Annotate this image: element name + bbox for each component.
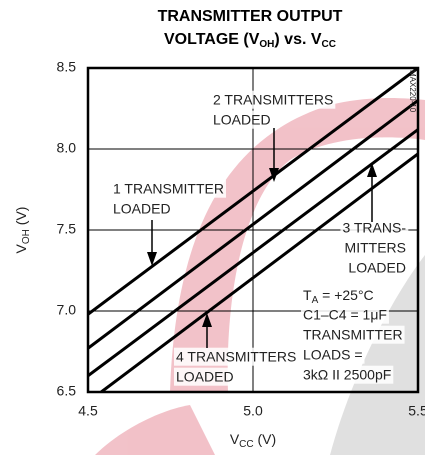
label-backing	[346, 258, 408, 277]
annotations	[111, 90, 409, 386]
subscript: OH	[21, 229, 32, 244]
text-part: = +25°C	[318, 287, 373, 303]
annotation: 3kΩ II 2500pF	[303, 367, 391, 383]
label-backing	[174, 347, 299, 366]
label-backing	[211, 90, 336, 109]
chart-title: TRANSMITTER OUTPUT	[158, 8, 343, 25]
annotation: TRANSMITTER	[303, 327, 403, 343]
text-part: V	[13, 243, 29, 253]
data-line	[88, 99, 418, 350]
x-tick-label: 5.0	[243, 403, 263, 419]
label-backing	[301, 325, 405, 344]
annotation: LOADED	[348, 260, 406, 276]
x-tick-label: 4.5	[78, 403, 98, 419]
text-part: T	[303, 287, 312, 303]
label-backing	[211, 110, 273, 129]
subscript: OH	[259, 39, 274, 50]
label-backing	[340, 218, 409, 237]
y-axis-label: VOH (V)	[13, 207, 32, 254]
annotation: 1 TRANSMITTER	[113, 181, 224, 197]
annotation: 4 TRANSMITTERS	[176, 349, 296, 365]
data-line	[100, 152, 418, 392]
text-part: VOLTAGE (V	[164, 31, 260, 48]
watermark	[95, 97, 425, 455]
figure-code: MAX220-10	[408, 70, 417, 113]
annotation: LOADS =	[303, 347, 363, 363]
data-line	[88, 128, 418, 378]
subscript: CC	[239, 439, 253, 450]
annotation: 3 TRANS-	[342, 220, 406, 236]
y-tick-label: 8.0	[57, 140, 77, 156]
text-part: V	[230, 431, 240, 447]
chart-title: VOLTAGE (VOH) vs. VCC	[164, 31, 336, 49]
x-axis-label: VCC (V)	[230, 431, 276, 450]
annotation: LOADED	[113, 201, 171, 217]
annotation: TA = +25°C	[303, 287, 374, 306]
plot-frame	[86, 66, 420, 394]
label-backing	[111, 199, 173, 218]
text-part: ) vs. V	[274, 31, 321, 48]
arrows	[147, 128, 377, 348]
text-part: (V)	[13, 207, 29, 230]
subscript: A	[312, 295, 319, 306]
label-backing	[174, 367, 236, 386]
y-tick-label: 8.5	[57, 59, 77, 75]
data-line	[88, 68, 418, 316]
annotation: 2 TRANSMITTERS	[213, 92, 333, 108]
annotation: C1–C4 = 1μF	[303, 307, 387, 323]
annotation: LOADED	[176, 369, 234, 385]
subscript: CC	[322, 39, 336, 50]
label-backing	[301, 285, 376, 307]
label-backing	[301, 345, 365, 364]
label-backing	[301, 365, 394, 384]
label-backing	[111, 179, 226, 198]
label-backing	[301, 305, 389, 324]
annotation: LOADED	[213, 112, 271, 128]
label-backing	[342, 238, 408, 257]
y-tick-label: 7.5	[57, 221, 77, 237]
text-part: (V)	[254, 431, 277, 447]
y-tick-label: 7.0	[57, 302, 77, 318]
y-tick-label: 6.5	[57, 383, 77, 399]
lines	[88, 68, 418, 392]
x-tick-label: 5.5	[408, 403, 425, 419]
annotation: MITTERS	[345, 240, 406, 256]
